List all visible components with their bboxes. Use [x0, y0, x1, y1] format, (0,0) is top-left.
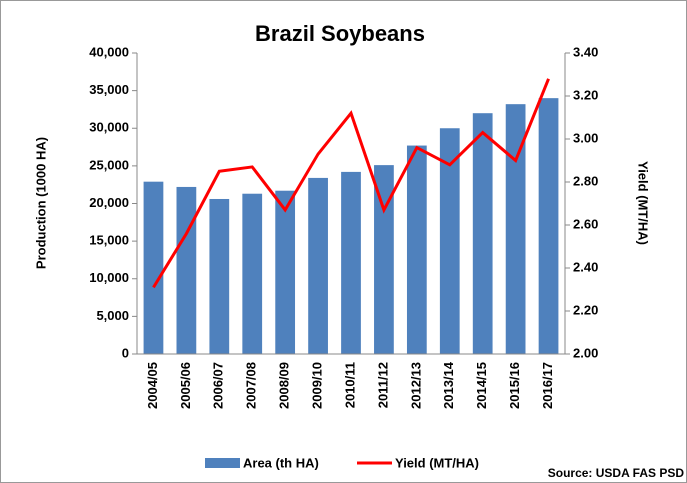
legend-swatch	[205, 458, 240, 468]
bar	[176, 186, 197, 354]
y2-tick-label: 2.20	[573, 302, 598, 317]
x-tick-label: 2012/13	[408, 362, 423, 409]
x-tick-label: 2005/06	[178, 362, 193, 409]
legend-label: Yield (MT/HA)	[395, 455, 479, 470]
y-tick-label: 40,000	[89, 44, 129, 59]
y2-tick-label: 3.40	[573, 44, 598, 59]
y-tick-label: 0	[122, 345, 129, 360]
bar	[505, 104, 526, 354]
y-tick-label: 25,000	[89, 157, 129, 172]
y2-tick-label: 2.00	[573, 345, 598, 360]
x-tick-label: 2014/15	[474, 362, 489, 409]
bar	[242, 193, 263, 354]
y2-tick-label: 3.20	[573, 87, 598, 102]
x-tick-label: 2006/07	[211, 362, 226, 409]
legend-label: Area (th HA)	[243, 455, 319, 470]
bar	[538, 98, 559, 355]
chart-title: Brazil Soybeans	[255, 21, 425, 46]
source: Source: USDA FAS PSD	[548, 466, 685, 480]
y2-axis-label: Yield (MT/HA)	[636, 161, 651, 245]
y-tick-label: 20,000	[89, 195, 129, 210]
x-tick-label: 2015/16	[507, 362, 522, 409]
y2-tick-label: 2.80	[573, 173, 598, 188]
bar	[308, 177, 328, 354]
bar	[143, 181, 164, 354]
x-tick-label: 2009/10	[310, 362, 325, 409]
y-tick-label: 5,000	[96, 308, 129, 323]
y-axis-label: Production (1000 HA)	[33, 137, 48, 269]
bar	[209, 198, 230, 354]
x-tick-label: 2016/17	[540, 362, 555, 409]
x-tick-label: 2010/11	[342, 362, 357, 408]
line-series	[152, 78, 550, 289]
y2-tick-label: 2.40	[573, 259, 598, 274]
y-tick-label: 35,000	[89, 82, 129, 97]
y-tick-label: 15,000	[89, 233, 129, 248]
bar	[374, 165, 394, 354]
y2-tick-label: 3.00	[573, 130, 598, 145]
x-tick-label: 2004/05	[145, 362, 160, 409]
bar	[439, 128, 460, 354]
bar	[341, 171, 361, 354]
bar	[406, 145, 427, 354]
y-tick-label: 30,000	[89, 120, 129, 135]
x-tick-label: 2011/12	[375, 362, 390, 408]
y2-tick-label: 2.60	[573, 216, 598, 231]
x-tick-label: 2008/09	[277, 362, 292, 409]
x-tick-label: 2007/08	[244, 362, 259, 409]
x-tick-label: 2013/14	[441, 361, 456, 409]
bar	[472, 113, 493, 354]
y-tick-label: 10,000	[89, 270, 129, 285]
bar	[275, 190, 296, 354]
